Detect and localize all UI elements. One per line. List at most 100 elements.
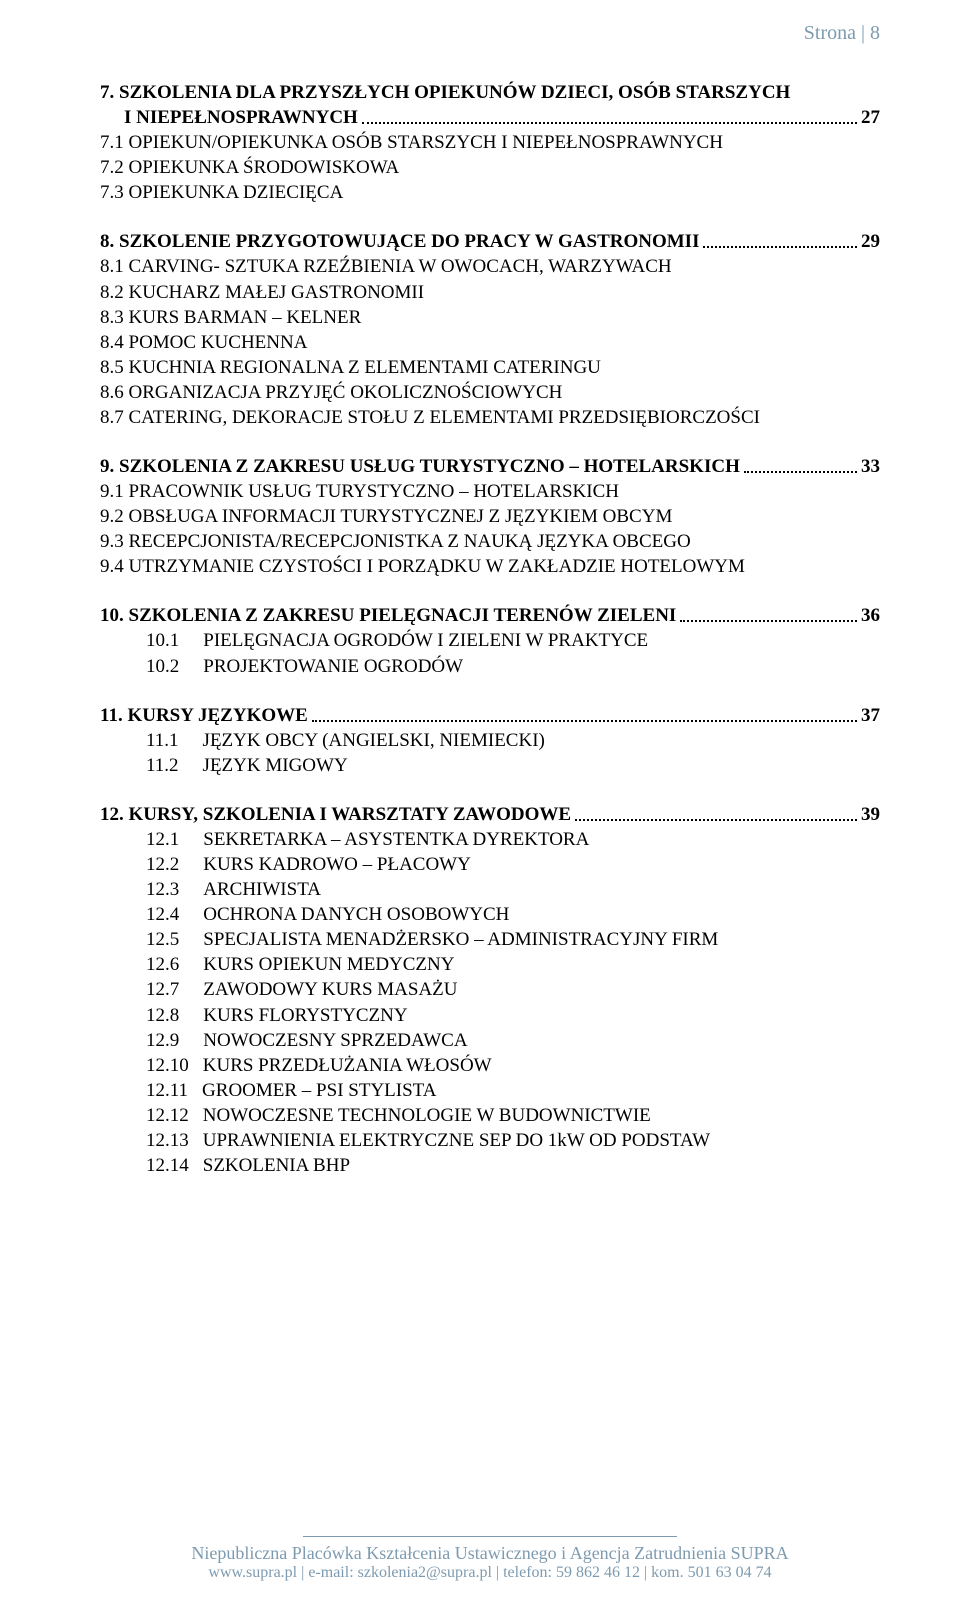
- subitem-text: ORGANIZACJA PRZYJĘĆ OKOLICZNOŚCIOWYCH: [129, 382, 563, 403]
- subitem-text: RECEPCJONISTA/RECEPCJONISTKA Z NAUKĄ JĘZ…: [129, 531, 691, 552]
- toc-subitem: 7.2 OPIEKUNKA ŚRODOWISKOWA: [100, 155, 880, 180]
- toc-subitem: 12.13 UPRAWNIENIA ELEKTRYCZNE SEP DO 1kW …: [100, 1128, 880, 1153]
- toc-section: 8. SZKOLENIE PRZYGOTOWUJĄCE DO PRACY W G…: [100, 229, 880, 430]
- toc-subitem: 8.2 KUCHARZ MAŁEJ GASTRONOMII: [100, 280, 880, 305]
- dot-leader: [744, 448, 857, 473]
- dot-leader: [575, 796, 857, 821]
- subitem-number: 11.1: [146, 730, 179, 751]
- subitem-text: UTRZYMANIE CZYSTOŚCI I PORZĄDKU W ZAKŁAD…: [129, 556, 745, 577]
- subitem-text: ARCHIWISTA: [203, 879, 321, 900]
- section-page: 39: [861, 802, 880, 827]
- subitem-number: 8.4: [100, 332, 124, 353]
- subitem-number: 8.6: [100, 382, 124, 403]
- subitem-number: 12.5: [146, 929, 179, 950]
- subitem-number: 9.2: [100, 506, 124, 527]
- toc-subitem: 9.3 RECEPCJONISTA/RECEPCJONISTKA Z NAUKĄ…: [100, 529, 880, 554]
- subitem-number: 7.1: [100, 132, 124, 153]
- subitem-text: KURS KADROWO – PŁACOWY: [203, 854, 471, 875]
- page-label: Strona | 8: [804, 22, 880, 44]
- subitem-text: CATERING, DEKORACJE STOŁU Z ELEMENTAMI P…: [129, 407, 760, 428]
- toc-subitem: 12.6 KURS OPIEKUN MEDYCZNY: [100, 952, 880, 977]
- section-title-row: 9. SZKOLENIA Z ZAKRESU USŁUG TURYSTYCZNO…: [100, 454, 880, 479]
- subitem-number: 9.1: [100, 481, 124, 502]
- toc-subitem: 8.5 KUCHNIA REGIONALNA Z ELEMENTAMI CATE…: [100, 355, 880, 380]
- subitem-number: 12.10: [146, 1055, 189, 1076]
- subitem-text: CARVING- SZTUKA RZEŹBIENIA W OWOCACH, WA…: [129, 256, 672, 277]
- subitem-text: KURS PRZEDŁUŻANIA WŁOSÓW: [203, 1055, 492, 1076]
- subitem-number: 8.3: [100, 307, 124, 328]
- section-title-row: 8. SZKOLENIE PRZYGOTOWUJĄCE DO PRACY W G…: [100, 229, 880, 254]
- subitem-text: PROJEKTOWANIE OGRODÓW: [203, 656, 463, 677]
- toc-subitem: 12.7 ZAWODOWY KURS MASAŻU: [100, 977, 880, 1002]
- subitem-text: PIELĘGNACJA OGRODÓW I ZIELENI W PRAKTYCE: [203, 630, 648, 651]
- toc-subitem: 9.1 PRACOWNIK USŁUG TURYSTYCZNO – HOTELA…: [100, 479, 880, 504]
- subitem-number: 12.6: [146, 954, 179, 975]
- dot-leader: [680, 597, 857, 622]
- footer-institution: Niepubliczna Placówka Kształcenia Ustawi…: [100, 1543, 880, 1564]
- subitem-number: 12.14: [146, 1155, 189, 1176]
- subitem-text: SZKOLENIA BHP: [203, 1155, 350, 1176]
- toc-subitem: 12.11 GROOMER – PSI STYLISTA: [100, 1078, 880, 1103]
- toc-subitem: 12.2 KURS KADROWO – PŁACOWY: [100, 852, 880, 877]
- toc-section: 9. SZKOLENIA Z ZAKRESU USŁUG TURYSTYCZNO…: [100, 454, 880, 579]
- section-title-row: 10. SZKOLENIA Z ZAKRESU PIELĘGNACJI TERE…: [100, 603, 880, 628]
- toc-subitem: 12.10 KURS PRZEDŁUŻANIA WŁOSÓW: [100, 1053, 880, 1078]
- subitem-text: NOWOCZESNY SPRZEDAWCA: [203, 1030, 467, 1051]
- subitem-number: 12.7: [146, 979, 179, 1000]
- subitem-text: KURS OPIEKUN MEDYCZNY: [203, 954, 454, 975]
- subitem-number: 8.1: [100, 256, 124, 277]
- subitem-number: 12.4: [146, 904, 179, 925]
- subitem-text: GROOMER – PSI STYLISTA: [202, 1080, 436, 1101]
- subitem-text: UPRAWNIENIA ELEKTRYCZNE SEP DO 1kW OD PO…: [203, 1130, 710, 1151]
- subitem-number: 8.5: [100, 357, 124, 378]
- subitem-text: SEKRETARKA – ASYSTENTKA DYREKTORA: [203, 829, 589, 850]
- toc-subitem: 10.1 PIELĘGNACJA OGRODÓW I ZIELENI W PRAK…: [100, 628, 880, 653]
- subitem-text: KUCHNIA REGIONALNA Z ELEMENTAMI CATERING…: [129, 357, 601, 378]
- toc-subitem: 11.1 JĘZYK OBCY (ANGIELSKI, NIEMIECKI): [100, 728, 880, 753]
- page-number-header: Strona | 8: [804, 22, 880, 45]
- toc-section: 12. KURSY, SZKOLENIA I WARSZTATY ZAWODOW…: [100, 802, 880, 1178]
- toc-subitem: 12.1 SEKRETARKA – ASYSTENTKA DYREKTORA: [100, 827, 880, 852]
- toc-subitem: 8.6 ORGANIZACJA PRZYJĘĆ OKOLICZNOŚCIOWYC…: [100, 380, 880, 405]
- section-title-row: 12. KURSY, SZKOLENIA I WARSZTATY ZAWODOW…: [100, 802, 880, 827]
- subitem-number: 9.3: [100, 531, 124, 552]
- section-title: 12. KURSY, SZKOLENIA I WARSZTATY ZAWODOW…: [100, 802, 571, 827]
- section-page: 27: [861, 105, 880, 130]
- toc-subitem: 7.3 OPIEKUNKA DZIECIĘCA: [100, 180, 880, 205]
- toc-subitem: 9.2 OBSŁUGA INFORMACJI TURYSTYCZNEJ Z JĘ…: [100, 504, 880, 529]
- subitem-number: 11.2: [146, 755, 179, 776]
- subitem-number: 12.2: [146, 854, 179, 875]
- section-title-row: I NIEPEŁNOSPRAWNYCH 27: [100, 105, 880, 130]
- subitem-number: 8.7: [100, 407, 124, 428]
- toc-subitem: 8.1 CARVING- SZTUKA RZEŹBIENIA W OWOCACH…: [100, 254, 880, 279]
- section-title: 8. SZKOLENIE PRZYGOTOWUJĄCE DO PRACY W G…: [100, 229, 699, 254]
- subitem-text: PRACOWNIK USŁUG TURYSTYCZNO – HOTELARSKI…: [129, 481, 620, 502]
- subitem-text: KUCHARZ MAŁEJ GASTRONOMII: [129, 282, 425, 303]
- section-title: 10. SZKOLENIA Z ZAKRESU PIELĘGNACJI TERE…: [100, 603, 676, 628]
- section-page: 33: [861, 454, 880, 479]
- toc-section: 7. SZKOLENIA DLA PRZYSZŁYCH OPIEKUNÓW DZ…: [100, 80, 880, 205]
- subitem-number: 12.3: [146, 879, 179, 900]
- subitem-number: 12.13: [146, 1130, 189, 1151]
- dot-leader: [362, 99, 857, 124]
- subitem-number: 12.12: [146, 1105, 189, 1126]
- subitem-number: 10.1: [146, 630, 179, 651]
- subitem-number: 12.1: [146, 829, 179, 850]
- subitem-text: OPIEKUNKA ŚRODOWISKOWA: [129, 157, 400, 178]
- subitem-text: JĘZYK MIGOWY: [203, 755, 348, 776]
- subitem-text: JĘZYK OBCY (ANGIELSKI, NIEMIECKI): [203, 730, 545, 751]
- section-title-line2: I NIEPEŁNOSPRAWNYCH: [124, 105, 358, 130]
- toc-subitem: 12.9NOWOCZESNY SPRZEDAWCA: [100, 1028, 880, 1053]
- footer-rule: [303, 1536, 677, 1537]
- toc-subitem: 12.4OCHRONA DANYCH OSOBOWYCH: [100, 902, 880, 927]
- toc-subitem: 10.2PROJEKTOWANIE OGRODÓW: [100, 654, 880, 679]
- toc-subitem: 12.8KURS FLORYSTYCZNY: [100, 1003, 880, 1028]
- footer-contact: www.supra.pl | e-mail: szkolenia2@supra.…: [100, 1564, 880, 1582]
- subitem-text: ZAWODOWY KURS MASAŻU: [203, 979, 457, 1000]
- subitem-number: 8.2: [100, 282, 124, 303]
- subitem-text: OPIEKUN/OPIEKUNKA OSÓB STARSZYCH I NIEPE…: [129, 132, 723, 153]
- subitem-text: SPECJALISTA MENADŻERSKO – ADMINISTRACYJN…: [203, 929, 718, 950]
- toc-subitem: 8.4 POMOC KUCHENNA: [100, 330, 880, 355]
- toc-content: 7. SZKOLENIA DLA PRZYSZŁYCH OPIEKUNÓW DZ…: [100, 80, 880, 1202]
- subitem-number: 12.11: [146, 1080, 188, 1101]
